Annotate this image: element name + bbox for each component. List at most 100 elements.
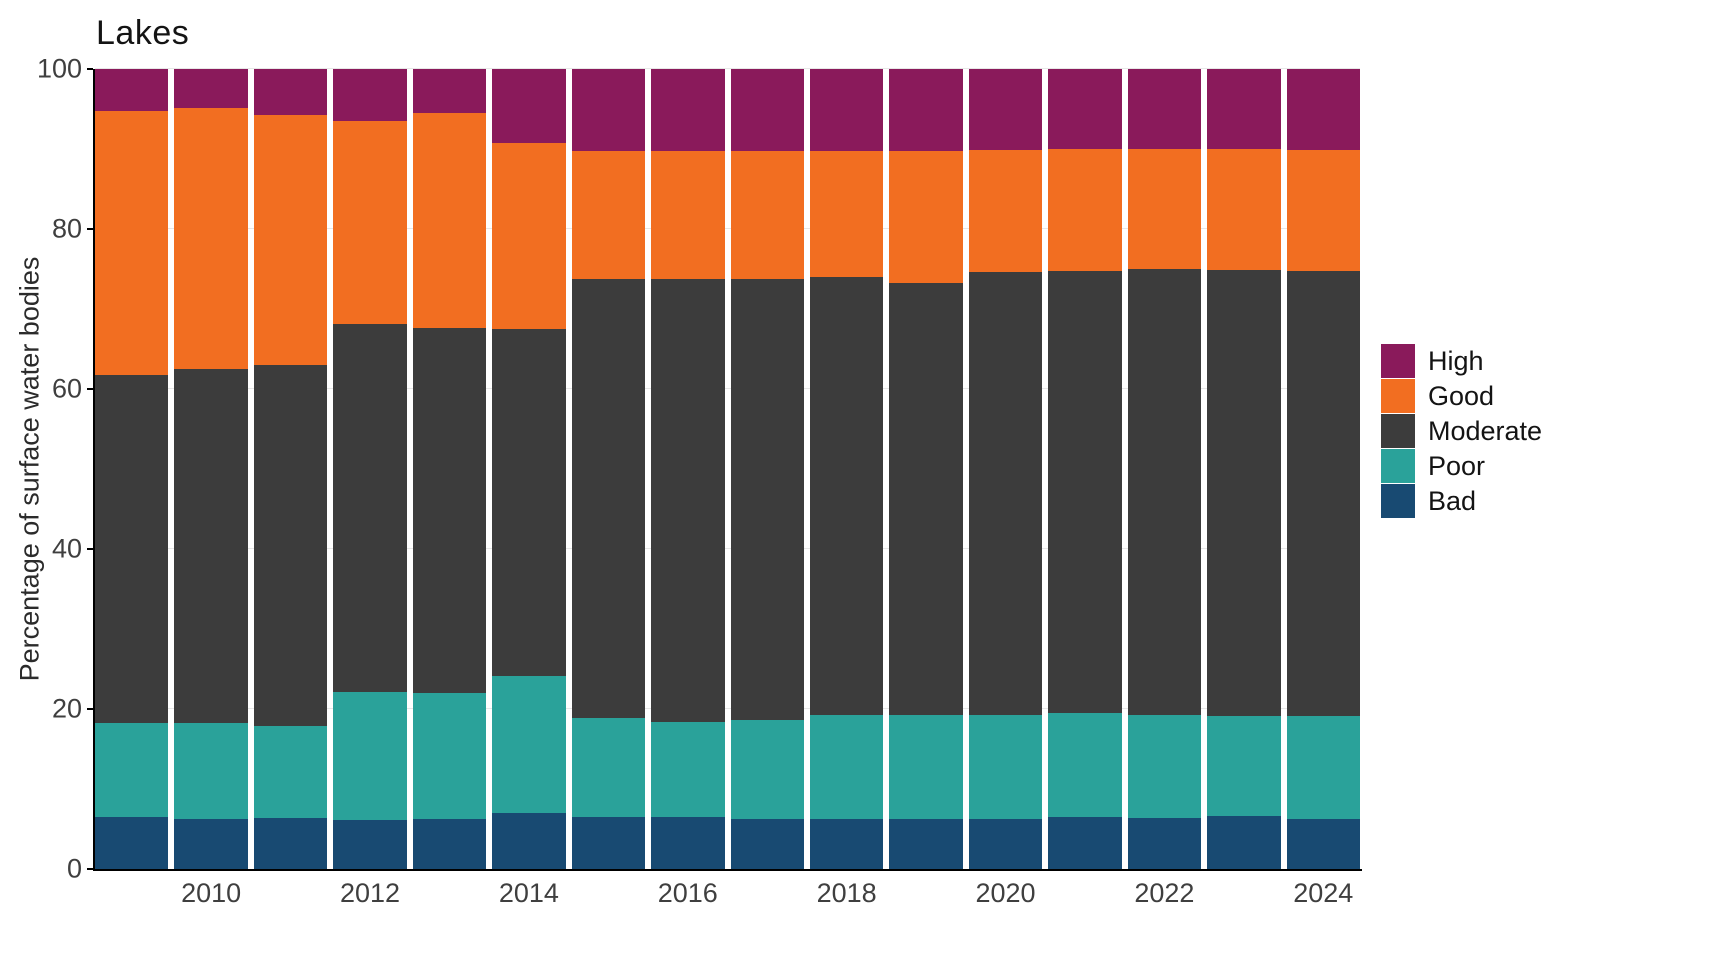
gridline-40 bbox=[95, 548, 1360, 549]
legend-item-poor: Poor bbox=[1381, 449, 1542, 483]
bar-2021 bbox=[1048, 69, 1122, 869]
gridline-60 bbox=[95, 388, 1360, 389]
legend-swatch-bad bbox=[1381, 484, 1415, 518]
bar-2009-segment-bad bbox=[95, 817, 169, 869]
bar-2024 bbox=[1286, 69, 1360, 869]
y-tick-mark-100 bbox=[87, 68, 93, 70]
bar-2024-segment-poor bbox=[1286, 716, 1360, 819]
bar-2020-segment-good bbox=[968, 149, 1043, 273]
bar-2014 bbox=[492, 69, 566, 869]
bar-2009-segment-good bbox=[95, 110, 169, 375]
bar-2015-segment-good bbox=[571, 150, 646, 280]
bar-2014-segment-bad bbox=[492, 813, 566, 869]
y-tick-label-80: 80 bbox=[51, 213, 82, 244]
bar-2015-segment-bad bbox=[571, 817, 646, 869]
legend-label-poor: Poor bbox=[1428, 450, 1486, 481]
bar-2022-segment-moderate bbox=[1127, 269, 1202, 716]
bar-2024-segment-bad bbox=[1286, 818, 1360, 869]
bar-2022-segment-bad bbox=[1127, 817, 1202, 869]
y-tick-mark-0 bbox=[87, 868, 93, 870]
x-tick-label-2016: 2016 bbox=[657, 878, 718, 908]
bar-2010-segment-poor bbox=[174, 723, 248, 819]
bar-2009-segment-high bbox=[95, 69, 169, 111]
bar-2021-segment-bad bbox=[1048, 817, 1122, 869]
y-tick-mark-40 bbox=[87, 548, 93, 550]
bar-2015 bbox=[571, 69, 646, 869]
bar-2014-segment-high bbox=[492, 69, 566, 144]
bar-2023-segment-high bbox=[1207, 69, 1281, 150]
gridline-20 bbox=[95, 708, 1360, 709]
bar-2019-segment-good bbox=[889, 150, 963, 283]
bar-2020-segment-poor bbox=[968, 715, 1043, 820]
bar-2010-segment-good bbox=[174, 108, 248, 370]
bar-2017-segment-good bbox=[730, 150, 804, 279]
bar-2011-segment-moderate bbox=[253, 365, 328, 726]
bar-2015-segment-high bbox=[571, 69, 646, 151]
bar-2019-segment-bad bbox=[889, 818, 963, 869]
x-tick-label-2018: 2018 bbox=[816, 878, 877, 908]
legend-label-bad: Bad bbox=[1428, 485, 1477, 516]
bar-2021-segment-poor bbox=[1048, 713, 1122, 817]
bar-2013 bbox=[412, 69, 487, 869]
bar-2018-segment-moderate bbox=[809, 277, 884, 716]
y-tick-label-100: 100 bbox=[36, 53, 82, 84]
bar-2011-segment-good bbox=[253, 115, 328, 366]
bar-2016-segment-poor bbox=[651, 721, 725, 817]
legend: High Good Moderate Poor Bad bbox=[1381, 344, 1542, 519]
bar-2014-segment-good bbox=[492, 143, 566, 330]
bar-2022 bbox=[1127, 69, 1202, 869]
gridline-80 bbox=[95, 228, 1360, 229]
bar-2011-segment-high bbox=[253, 69, 328, 116]
y-tick-mark-60 bbox=[87, 388, 93, 390]
bar-2010-segment-high bbox=[174, 69, 248, 109]
gridline-100 bbox=[95, 68, 1360, 69]
y-axis-line bbox=[93, 69, 95, 871]
bar-2012-segment-good bbox=[333, 121, 407, 325]
y-tick-label-60: 60 bbox=[51, 373, 82, 404]
x-axis-line bbox=[93, 869, 1362, 871]
legend-item-good: Good bbox=[1381, 379, 1542, 413]
legend-swatch-moderate bbox=[1381, 414, 1415, 448]
bar-2009 bbox=[95, 69, 169, 869]
bar-2009-segment-moderate bbox=[95, 374, 169, 723]
bar-2019-segment-poor bbox=[889, 715, 963, 819]
bar-2024-segment-moderate bbox=[1286, 270, 1360, 717]
bar-2010-segment-bad bbox=[174, 818, 248, 869]
bar-2014-segment-poor bbox=[492, 676, 566, 813]
bar-2023-segment-good bbox=[1207, 149, 1281, 270]
legend-swatch-poor bbox=[1381, 449, 1415, 483]
y-tick-mark-80 bbox=[87, 228, 93, 230]
bar-2018-segment-poor bbox=[809, 715, 884, 820]
bar-2020-segment-moderate bbox=[968, 272, 1043, 716]
bar-2012-segment-high bbox=[333, 69, 407, 122]
legend-swatch-high bbox=[1381, 344, 1415, 378]
bar-2024-segment-good bbox=[1286, 149, 1360, 271]
bar-2015-segment-moderate bbox=[571, 279, 646, 718]
bar-2017-segment-moderate bbox=[730, 278, 804, 721]
bar-2017-segment-poor bbox=[730, 720, 804, 819]
y-axis-label: Percentage of surface water bodies bbox=[14, 256, 45, 682]
bar-2018-segment-high bbox=[809, 69, 884, 151]
bar-2019-segment-moderate bbox=[889, 282, 963, 716]
bar-2016-segment-bad bbox=[651, 817, 725, 869]
bars-container bbox=[95, 69, 1360, 869]
bar-2022-segment-poor bbox=[1127, 715, 1202, 818]
x-tick-label-2012: 2012 bbox=[339, 878, 401, 908]
bar-2020 bbox=[968, 69, 1043, 869]
bar-2017-segment-bad bbox=[730, 818, 804, 869]
bar-2018 bbox=[809, 69, 884, 869]
bar-2010-segment-moderate bbox=[174, 369, 248, 724]
bar-2019 bbox=[889, 69, 963, 869]
bar-2016-segment-good bbox=[651, 151, 725, 280]
bar-2012-segment-moderate bbox=[333, 324, 407, 693]
bar-2021-segment-high bbox=[1048, 69, 1122, 150]
bar-2013-segment-good bbox=[412, 113, 487, 329]
bar-2013-segment-moderate bbox=[412, 328, 487, 694]
bar-2024-segment-high bbox=[1286, 69, 1360, 150]
y-tick-mark-20 bbox=[87, 708, 93, 710]
bar-2023-segment-moderate bbox=[1207, 269, 1281, 717]
plot-area bbox=[95, 68, 1360, 869]
legend-label-high: High bbox=[1428, 345, 1484, 376]
bar-2016 bbox=[651, 69, 725, 869]
